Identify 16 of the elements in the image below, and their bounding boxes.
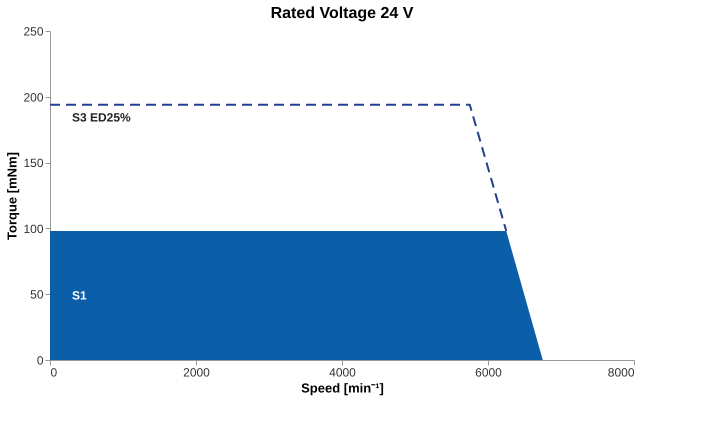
series-label: S1 [72, 288, 88, 303]
x-tick-label: 4000 [329, 366, 356, 380]
series-label: S3 ED25% [72, 110, 132, 125]
y-tick-label: 150 [23, 156, 44, 170]
y-tick-label: 100 [23, 222, 44, 236]
y-tick-label: 200 [23, 90, 44, 104]
x-tick-label: 2000 [183, 366, 210, 380]
y-tick-label: 50 [30, 288, 44, 302]
y-tick-label: 0 [36, 354, 44, 368]
y-axis-title: Torque [mNm] [4, 152, 20, 240]
x-tick-label: 6000 [475, 366, 502, 380]
x-tick-label: 0 [50, 366, 58, 380]
x-axis-title: Speed [min⁻¹] [301, 380, 384, 396]
x-tick-label: 8000 [608, 366, 635, 380]
y-tick-label: 250 [23, 24, 44, 38]
chart-title: Rated Voltage 24 V [270, 5, 414, 22]
